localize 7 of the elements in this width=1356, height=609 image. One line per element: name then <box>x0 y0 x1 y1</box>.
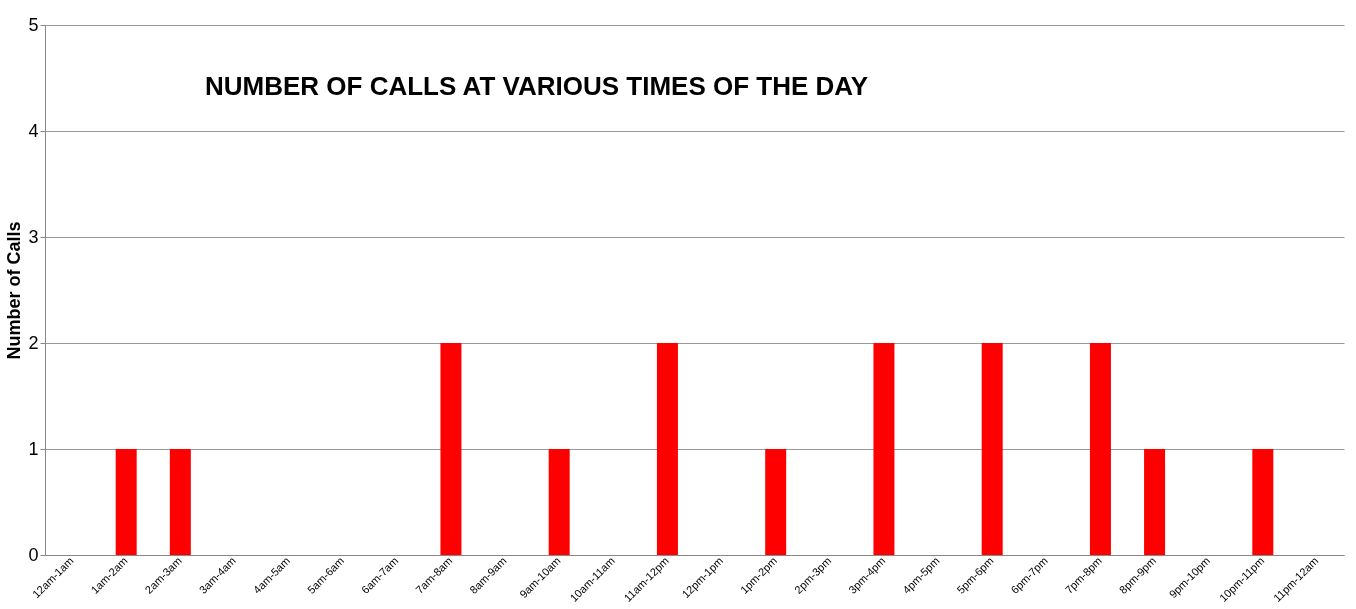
y-tick-label: 4 <box>28 120 39 141</box>
y-axis-title: Number of Calls <box>4 221 25 360</box>
y-tick-label: 3 <box>28 226 39 247</box>
y-tick-label: 5 <box>28 14 39 35</box>
y-tick-label: 2 <box>28 332 39 353</box>
text: NUMBER OF CALLS AT VARIOUS TIMES OF THE DAY <box>205 71 869 101</box>
y-tick-label: 1 <box>28 438 39 459</box>
